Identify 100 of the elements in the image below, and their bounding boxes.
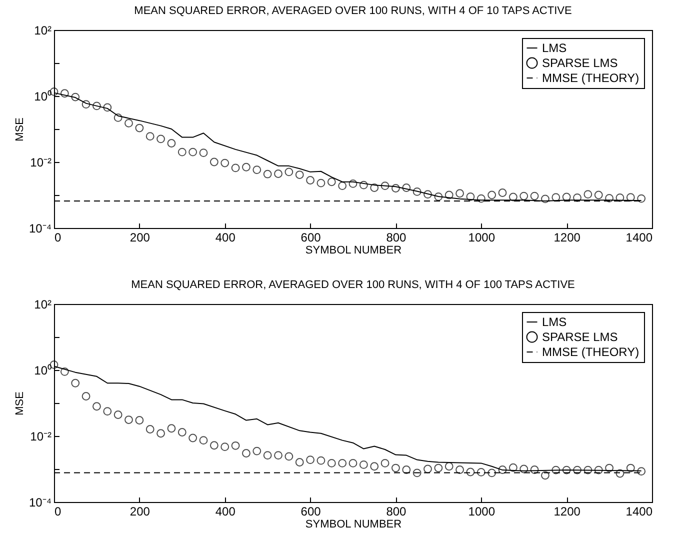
x-tick-label: 1200 (554, 230, 581, 244)
y-axis-title: MSE (14, 118, 26, 142)
point (220, 158, 230, 168)
point (92, 402, 101, 411)
point (114, 410, 122, 419)
point (424, 190, 432, 198)
point (295, 170, 304, 179)
point (626, 464, 635, 472)
point (498, 188, 507, 197)
point (156, 134, 165, 144)
x-tick-label: 1400 (626, 504, 653, 518)
point (530, 466, 539, 474)
point (327, 178, 336, 186)
x-tick-label: 0 (54, 230, 62, 244)
legend-label: MMSE (THEORY) (542, 71, 640, 85)
x-tick-label: 200 (130, 504, 150, 518)
point (402, 184, 411, 192)
legend-label: SPARSE LMS (542, 330, 618, 344)
point (199, 148, 208, 157)
point (306, 176, 314, 184)
x-tick-label: 600 (300, 504, 322, 518)
point (637, 194, 646, 203)
point (584, 466, 592, 474)
point (637, 467, 646, 476)
point (552, 466, 560, 474)
point (231, 441, 240, 450)
point (210, 441, 218, 450)
point (476, 194, 486, 203)
point (124, 416, 133, 424)
point (178, 148, 186, 156)
point (466, 468, 475, 476)
point (594, 466, 603, 474)
legend-label: LMS (542, 41, 567, 55)
point (488, 468, 496, 478)
y-tick-label: 10² (34, 298, 52, 312)
point (562, 466, 571, 474)
point (156, 429, 165, 438)
point (370, 462, 379, 471)
point (380, 182, 390, 190)
point (348, 180, 358, 188)
point (124, 118, 133, 128)
point (520, 192, 528, 200)
point (263, 451, 272, 460)
point (380, 458, 390, 468)
x-tick-label: 1200 (554, 504, 581, 518)
point (616, 193, 624, 202)
point (424, 464, 432, 474)
point (573, 193, 582, 202)
point (295, 458, 304, 466)
point (146, 425, 154, 434)
point (188, 434, 198, 442)
x-tick-label: 0 (54, 504, 62, 518)
point (316, 178, 326, 188)
point (71, 378, 80, 388)
point (178, 428, 186, 436)
x-tick-label: 1400 (626, 230, 653, 244)
point (434, 464, 443, 472)
point (263, 170, 272, 178)
point (498, 466, 507, 474)
point (348, 458, 358, 468)
point (476, 468, 486, 476)
point (103, 103, 112, 112)
y-tick-label: 10⁻² (30, 430, 52, 444)
point (605, 194, 614, 202)
point (488, 190, 496, 200)
point (167, 139, 176, 148)
y-tick-label: 10⁻² (30, 156, 52, 170)
point (605, 464, 614, 472)
point (220, 442, 230, 452)
point (60, 367, 69, 376)
point (231, 164, 240, 172)
point (594, 190, 603, 200)
point (306, 456, 314, 464)
point (167, 424, 176, 433)
point (114, 114, 122, 122)
point (82, 392, 90, 400)
point (392, 464, 400, 472)
point (274, 170, 282, 178)
point (284, 452, 294, 461)
point (520, 464, 528, 474)
point (466, 192, 475, 201)
point (541, 194, 550, 204)
chart-title: MEAN SQUARED ERROR, AVERAGED OVER 100 RUNS, WITH 4 OF 100 TAPS ACTIVE (131, 279, 575, 291)
point (508, 463, 518, 472)
x-tick-label: 800 (386, 504, 407, 518)
point (316, 456, 326, 465)
point (402, 466, 411, 474)
x-tick-label: 600 (300, 230, 322, 244)
y-axis-title: MSE (14, 392, 26, 416)
y-tick-label: 10⁰ (34, 364, 52, 378)
chart-title: MEAN SQUARED ERROR, AVERAGED OVER 100 RUNS, WITH 4 OF 10 TAPS ACTIVE (134, 5, 572, 17)
point (541, 471, 550, 480)
point (284, 168, 294, 176)
point (584, 190, 592, 198)
point (530, 192, 539, 200)
point (146, 132, 154, 141)
x-axis-title: SYMBOL NUMBER (305, 244, 402, 256)
point (412, 468, 422, 478)
x-tick-label: 800 (386, 230, 407, 244)
point (242, 162, 250, 172)
